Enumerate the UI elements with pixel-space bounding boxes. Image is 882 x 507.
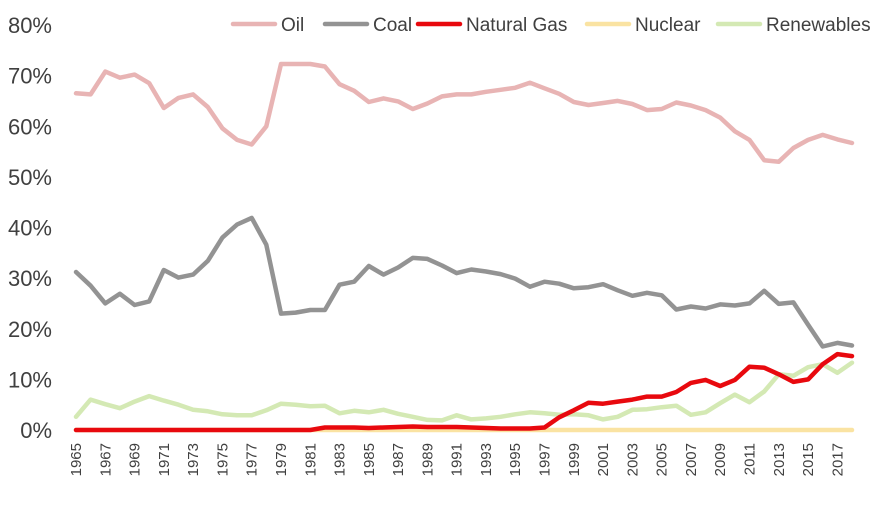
legend: Oil Coal Natural Gas Nuclear Renewables [230,15,871,36]
x-tick-label: 2001 [595,443,612,476]
x-tick-label: 1979 [273,443,290,476]
x-tick-label: 1965 [68,443,85,476]
x-tick-label: 2005 [654,443,671,476]
y-tick-label: 80% [8,13,52,38]
x-tick-label: 1971 [156,443,173,476]
x-tick-label: 1995 [507,443,524,476]
x-tick-label: 1973 [185,443,202,476]
x-tick-label: 1977 [244,443,261,476]
x-tick-label: 1969 [127,443,144,476]
series-line-natural-gas [73,351,855,433]
x-tick-label: 2007 [683,443,700,476]
legend-label: Coal [373,15,412,36]
x-tick-label: 1991 [449,443,466,476]
x-tick-label: 1981 [302,443,319,476]
plot-area [73,61,855,433]
y-axis: 0% 10% 20% 30% 40% 50% 60% 70% 80% [8,13,52,443]
y-tick-label: 20% [8,317,52,342]
legend-label: Renewables [766,15,871,36]
x-tick-label: 2017 [829,443,846,476]
x-tick-label: 1985 [361,443,378,476]
x-tick-label: 2003 [624,443,641,476]
y-tick-label: 70% [8,64,52,89]
x-tick-label: 2009 [712,443,729,476]
x-tick-label: 1975 [214,443,231,476]
y-tick-label: 40% [8,216,52,241]
series-line-oil [73,61,855,164]
legend-label: Nuclear [635,15,701,36]
y-tick-label: 60% [8,114,52,139]
x-tick-label: 1999 [566,443,583,476]
x-tick-label: 1983 [332,443,349,476]
x-tick-label: 1989 [419,443,436,476]
x-tick-label: 1987 [390,443,407,476]
y-tick-label: 30% [8,266,52,291]
x-tick-label: 2011 [742,443,759,475]
x-tick-label: 1993 [478,443,495,476]
x-axis: 1965 1967 1969 1971 1973 1975 1977 1979 1981 1983… [68,429,852,476]
x-tick-label: 2015 [800,443,817,476]
y-tick-label: 50% [8,165,52,190]
y-tick-label: 10% [8,367,52,392]
legend-label: Oil [281,15,304,36]
legend-label: Natural Gas [466,15,567,36]
x-tick-label: 1967 [97,443,114,476]
series-line-renewables [73,360,855,423]
x-tick-label: 2013 [771,443,788,476]
y-tick-label: 0% [20,418,52,443]
x-tick-label: 1997 [537,443,554,476]
series-line-coal [73,215,855,349]
